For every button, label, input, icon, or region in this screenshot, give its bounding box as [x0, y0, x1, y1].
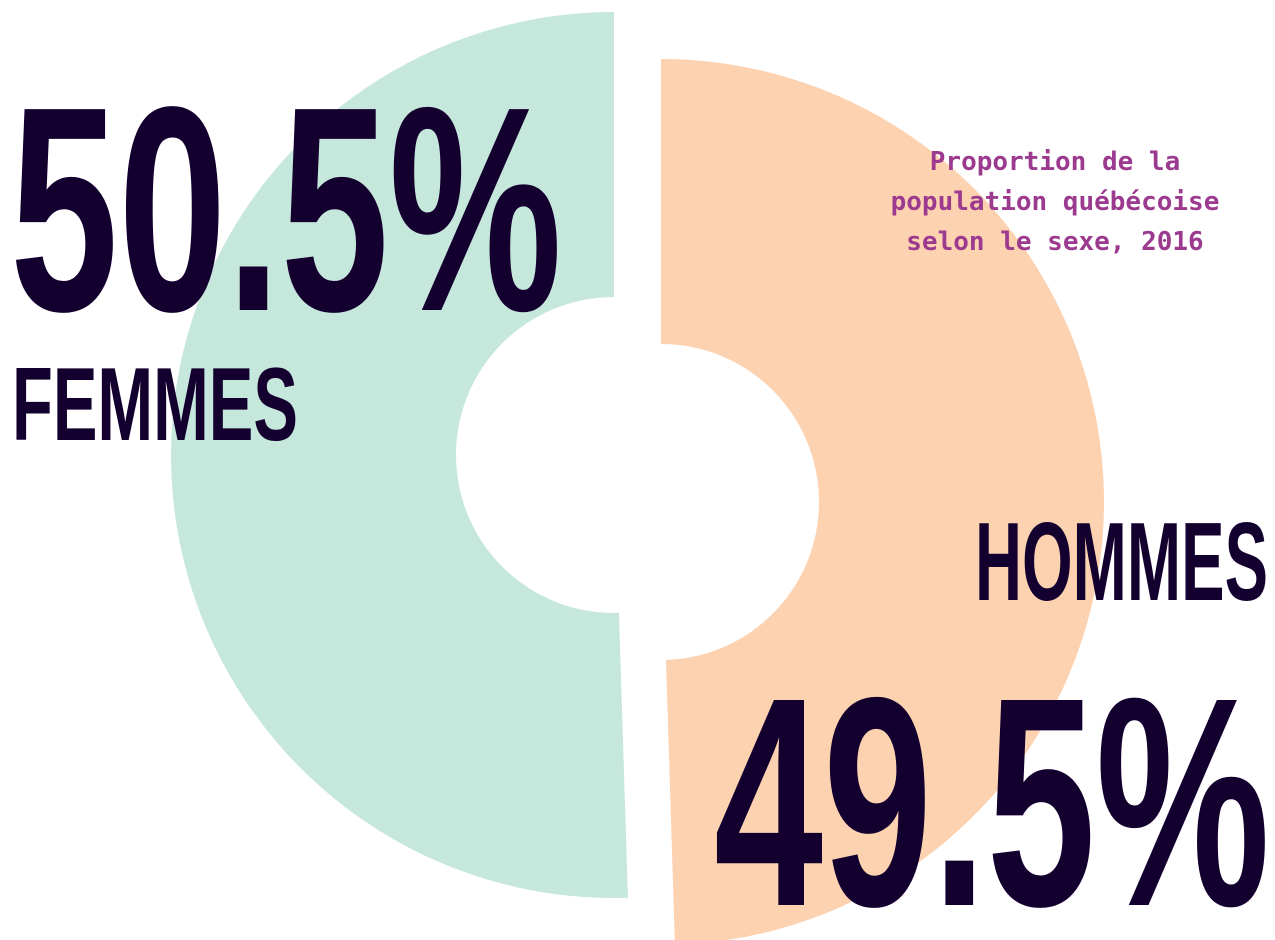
category-label: FEMMES	[12, 347, 298, 463]
category-label: HOMMES	[975, 500, 1268, 624]
donut-segment	[171, 12, 628, 898]
donut-segment	[661, 59, 1104, 940]
chart-title: Proportion de la population québécoise s…	[890, 147, 1220, 257]
value-label: 50.5%	[10, 46, 562, 372]
value-label: 49.5%	[714, 636, 1270, 940]
